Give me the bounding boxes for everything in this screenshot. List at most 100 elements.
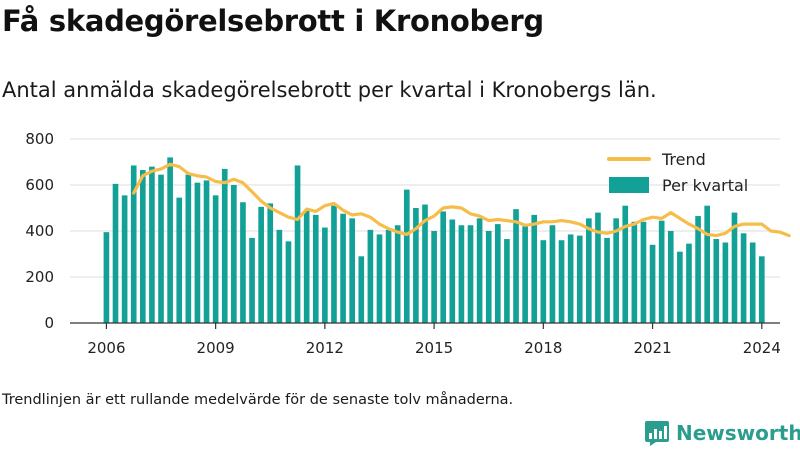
bar bbox=[722, 242, 729, 323]
bar bbox=[294, 165, 301, 323]
bar bbox=[604, 237, 610, 323]
legend: Trend Per kvartal bbox=[607, 150, 748, 195]
newsworthy-logo-icon bbox=[645, 421, 669, 446]
bar bbox=[622, 205, 629, 323]
bar bbox=[467, 225, 474, 323]
trend-line bbox=[132, 162, 791, 238]
bar bbox=[485, 231, 492, 323]
bar bbox=[494, 224, 501, 323]
x-tick-label: 2021 bbox=[633, 339, 671, 357]
bar bbox=[640, 221, 647, 323]
bar bbox=[740, 233, 747, 323]
bar bbox=[130, 165, 137, 323]
bar bbox=[322, 227, 328, 323]
brand-name: Newsworthy bbox=[676, 421, 800, 445]
y-tick-label: 0 bbox=[44, 314, 54, 332]
bar bbox=[731, 212, 738, 323]
bar bbox=[340, 213, 346, 323]
bar bbox=[695, 216, 701, 323]
bar bbox=[267, 203, 274, 323]
x-tick-label: 2009 bbox=[197, 339, 235, 357]
bar bbox=[121, 195, 128, 323]
bar bbox=[658, 220, 665, 323]
bar bbox=[349, 218, 356, 323]
bar bbox=[403, 189, 410, 323]
bar bbox=[331, 205, 337, 323]
bars-layer bbox=[103, 157, 765, 323]
bar bbox=[112, 183, 119, 323]
bar bbox=[686, 243, 692, 323]
bar bbox=[394, 225, 401, 323]
y-tick-label: 200 bbox=[25, 268, 54, 286]
bar bbox=[540, 240, 547, 323]
bar bbox=[303, 210, 310, 323]
bar bbox=[422, 204, 428, 323]
bar bbox=[513, 209, 519, 323]
chart: 0 200 400 600 800 2006 2009 2012 2015 2018 2021 202… bbox=[25, 130, 791, 357]
bar bbox=[458, 225, 465, 323]
bar bbox=[704, 205, 711, 323]
bar bbox=[522, 226, 528, 323]
bar bbox=[649, 244, 656, 323]
bar bbox=[549, 225, 556, 323]
bar bbox=[431, 231, 437, 323]
axis-layer: 0 200 400 600 800 2006 2009 2012 2015 2018 2021 202… bbox=[25, 130, 781, 357]
y-tick-label: 600 bbox=[25, 176, 54, 194]
bar bbox=[285, 241, 292, 323]
chart-title: Få skadegörelsebrott i Kronoberg bbox=[2, 4, 544, 38]
bar bbox=[194, 182, 201, 323]
x-tick-label: 2006 bbox=[87, 339, 125, 357]
bar bbox=[358, 256, 365, 323]
bar bbox=[240, 202, 246, 323]
bar bbox=[167, 157, 173, 323]
bar bbox=[667, 231, 674, 323]
bar bbox=[749, 242, 756, 323]
bar bbox=[595, 212, 601, 323]
footnote: Trendlinjen är ett rullande medelvärde f… bbox=[2, 392, 514, 408]
legend-trend-label: Trend bbox=[661, 150, 706, 169]
y-tick-label: 800 bbox=[25, 130, 54, 148]
x-tick-label: 2018 bbox=[524, 339, 562, 357]
trend-layer bbox=[132, 162, 791, 238]
bar bbox=[367, 229, 374, 323]
bar bbox=[103, 232, 110, 323]
bar bbox=[758, 256, 765, 323]
bar bbox=[185, 174, 192, 323]
bar bbox=[139, 170, 146, 323]
bar bbox=[713, 239, 720, 323]
legend-bars-swatch bbox=[609, 177, 649, 193]
x-tick-label: 2015 bbox=[415, 339, 453, 357]
bar bbox=[158, 174, 164, 323]
bar bbox=[586, 218, 592, 323]
bar bbox=[504, 239, 510, 323]
bar bbox=[385, 229, 392, 323]
bar bbox=[413, 208, 419, 323]
bar bbox=[376, 234, 383, 323]
y-tick-label: 400 bbox=[25, 222, 54, 240]
bar bbox=[149, 166, 155, 323]
bar bbox=[531, 214, 538, 323]
bar bbox=[231, 185, 237, 323]
bar bbox=[221, 168, 228, 323]
bar bbox=[449, 219, 456, 323]
bar bbox=[576, 235, 583, 323]
bar bbox=[276, 229, 283, 323]
legend-bars-label: Per kvartal bbox=[662, 176, 748, 195]
bar bbox=[249, 237, 255, 323]
chart-subtitle: Antal anmälda skadegörelsebrott per kvar… bbox=[2, 78, 657, 102]
bar bbox=[258, 206, 264, 323]
bar bbox=[558, 240, 565, 323]
bar bbox=[440, 211, 447, 323]
bar bbox=[212, 195, 219, 323]
bar bbox=[631, 221, 638, 323]
x-tick-label: 2012 bbox=[306, 339, 344, 357]
brand[interactable]: Newsworthy bbox=[644, 419, 800, 447]
bar bbox=[567, 234, 574, 323]
bar bbox=[176, 197, 183, 323]
bar bbox=[677, 251, 683, 323]
x-tick-label: 2024 bbox=[743, 339, 781, 357]
bar bbox=[613, 218, 619, 323]
bar bbox=[312, 214, 319, 323]
bar bbox=[476, 218, 483, 323]
bar bbox=[203, 180, 210, 323]
